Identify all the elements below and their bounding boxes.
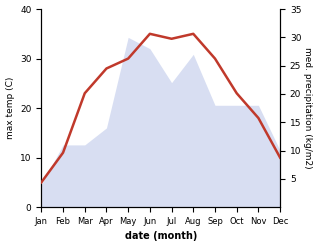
Y-axis label: max temp (C): max temp (C)	[5, 77, 15, 139]
X-axis label: date (month): date (month)	[125, 231, 197, 242]
Y-axis label: med. precipitation (kg/m2): med. precipitation (kg/m2)	[303, 47, 313, 169]
